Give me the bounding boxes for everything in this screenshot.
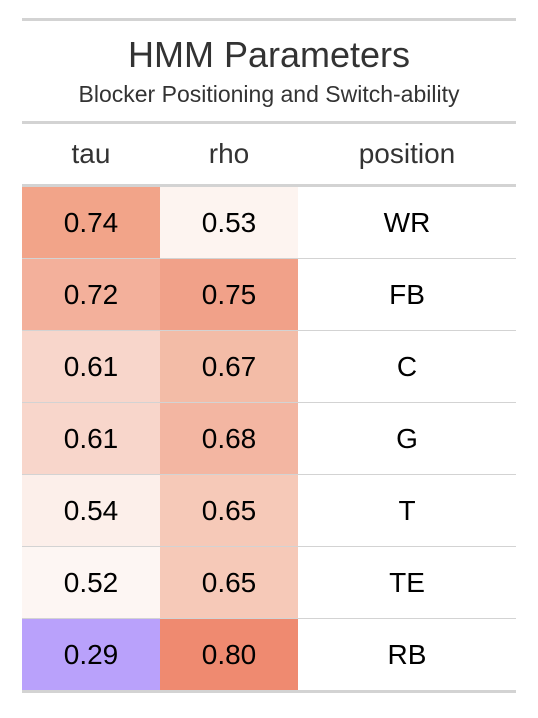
table-row: 0.29 0.80 RB (22, 618, 516, 693)
rho-cell: 0.75 (160, 258, 298, 331)
position-cell: FB (298, 258, 516, 331)
position-cell: T (298, 474, 516, 547)
rho-cell: 0.68 (160, 402, 298, 475)
rho-cell: 0.65 (160, 474, 298, 547)
column-header-tau: tau (22, 124, 160, 187)
rho-cell: 0.53 (160, 185, 298, 259)
tau-cell: 0.61 (22, 330, 160, 403)
top-rule (22, 18, 516, 21)
position-cell: RB (298, 618, 516, 693)
rho-cell: 0.67 (160, 330, 298, 403)
table-subtitle: Blocker Positioning and Switch-ability (78, 81, 460, 107)
heading-rule (22, 121, 516, 124)
table-row: 0.61 0.68 G (22, 402, 516, 475)
table-row: 0.52 0.65 TE (22, 546, 516, 619)
tau-cell: 0.29 (22, 618, 160, 693)
position-cell: WR (298, 185, 516, 259)
position-cell: TE (298, 546, 516, 619)
tau-cell: 0.52 (22, 546, 160, 619)
position-cell: G (298, 402, 516, 475)
column-header-position: position (298, 124, 516, 187)
rho-cell: 0.65 (160, 546, 298, 619)
tau-cell: 0.74 (22, 185, 160, 259)
data-table: tau rho position 0.74 0.53 WR 0.72 0.75 … (22, 124, 516, 693)
column-header-rho: rho (160, 124, 298, 187)
table-row: 0.74 0.53 WR (22, 185, 516, 259)
gt-table: HMM Parameters Blocker Positioning and S… (22, 18, 516, 693)
table-row: 0.61 0.67 C (22, 330, 516, 403)
position-cell: C (298, 330, 516, 403)
header-row: tau rho position (22, 124, 516, 187)
tau-cell: 0.61 (22, 402, 160, 475)
tau-cell: 0.72 (22, 258, 160, 331)
tau-cell: 0.54 (22, 474, 160, 547)
table-row: 0.54 0.65 T (22, 474, 516, 547)
rho-cell: 0.80 (160, 618, 298, 693)
table-row: 0.72 0.75 FB (22, 258, 516, 331)
table-title: HMM Parameters (127, 34, 411, 75)
